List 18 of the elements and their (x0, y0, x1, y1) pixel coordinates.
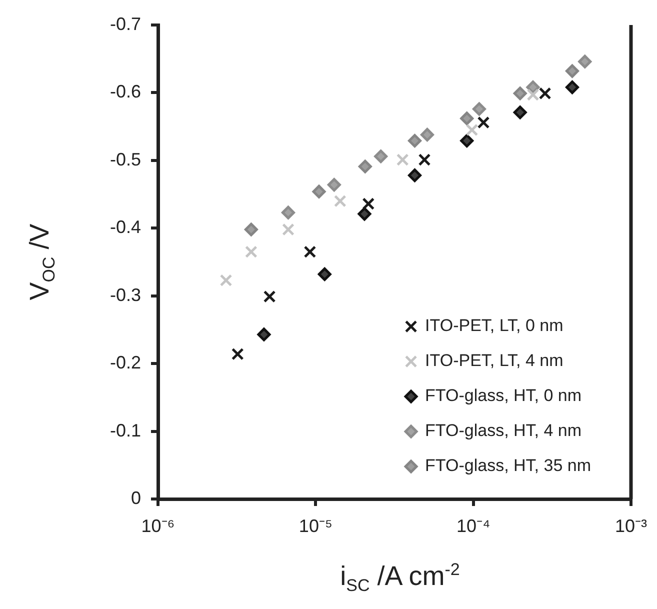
x-tick-label: 10⁻⁵ (298, 516, 332, 536)
x-axis-title: i$_{SC}$ /A cm$^{-2}$ (340, 560, 460, 596)
y-tick-label: -0.4 (110, 217, 141, 238)
legend-label: ITO-PET, LT, 4 nm (425, 351, 564, 370)
y-tick-label: 0 (130, 488, 141, 508)
x-tick-label: 10⁻³ (614, 516, 648, 536)
x-tick-label: 10⁻⁶ (141, 516, 175, 536)
y-tick-label: -0.2 (110, 352, 141, 373)
legend-label: FTO-glass, HT, 0 nm (425, 386, 582, 406)
y-tick-label: -0.6 (110, 82, 141, 102)
y-tick-label: -0.7 (110, 14, 141, 34)
x-tick-label: 10⁻⁴ (456, 516, 490, 536)
legend-label: FTO-glass, HT, 4 nm (425, 421, 582, 440)
y-tick-label: -0.1 (110, 420, 141, 440)
y-tick-label: -0.5 (110, 149, 141, 170)
legend-label: FTO-glass, HT, 35 nm (425, 456, 591, 476)
legend-label: ITO-PET, LT, 0 nm (425, 316, 564, 336)
y-tick-label: -0.3 (110, 284, 141, 305)
